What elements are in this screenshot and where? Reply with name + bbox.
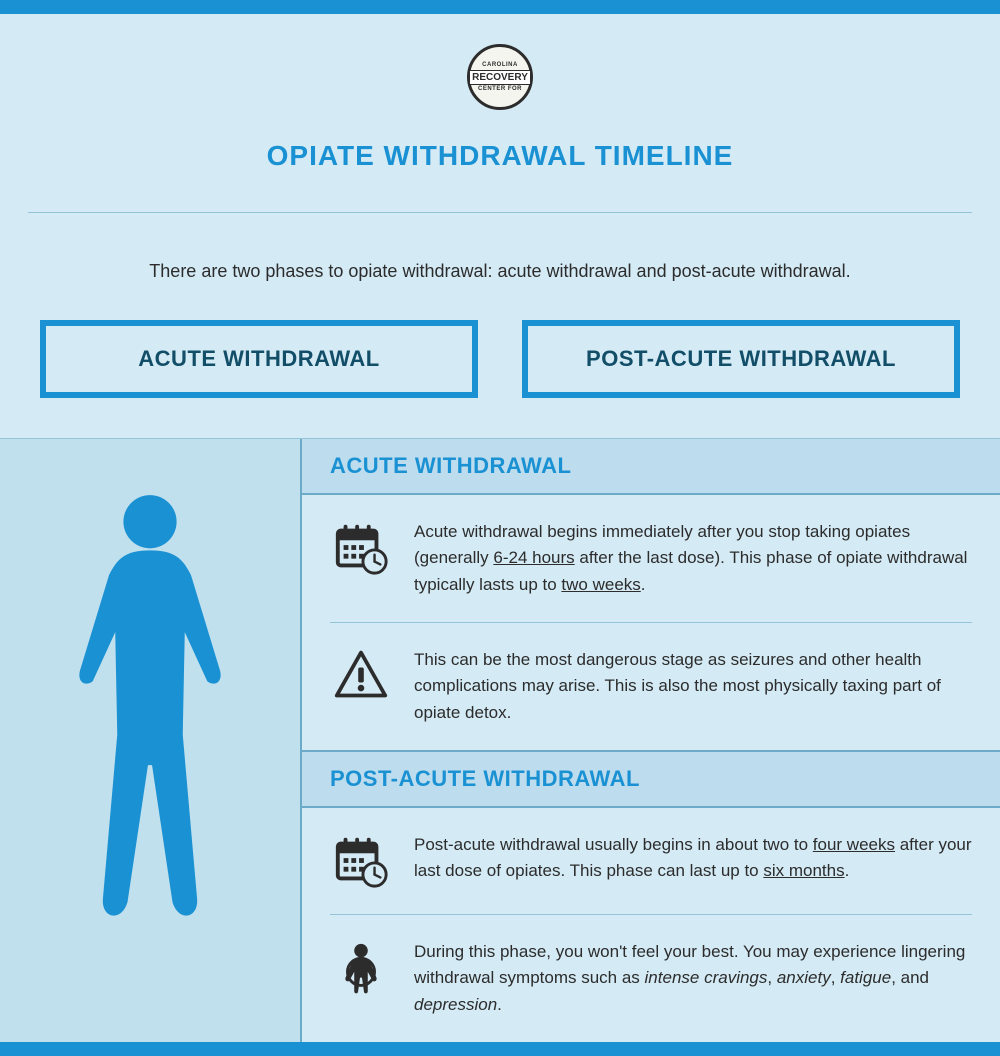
person-symptoms-icon [330, 939, 392, 997]
calendar-clock-icon [330, 832, 392, 890]
info-row: Post-acute withdrawal usually begins in … [302, 808, 1000, 914]
info-row: Acute withdrawal begins immediately afte… [302, 495, 1000, 622]
logo-top: CAROLINA [469, 62, 531, 69]
phase-box-acute: ACUTE WITHDRAWAL [40, 320, 478, 398]
header-region: CAROLINA RECOVERY CENTER FOR OPIATE WITH… [0, 14, 1000, 192]
logo-badge: CAROLINA RECOVERY CENTER FOR [467, 44, 533, 110]
logo-text: CAROLINA RECOVERY CENTER FOR [469, 62, 531, 92]
content-region: ACUTE WITHDRAWAL Acute withdrawal begins… [0, 438, 1000, 1042]
post-rows: Post-acute withdrawal usually begins in … [302, 808, 1000, 1042]
section-header-acute: ACUTE WITHDRAWAL [302, 439, 1000, 495]
phase-box-row: ACUTE WITHDRAWAL POST-ACUTE WITHDRAWAL [0, 320, 1000, 438]
info-text: During this phase, you won't feel your b… [414, 939, 972, 1018]
logo-bottom: CENTER FOR [469, 86, 531, 93]
body-figure-panel [0, 439, 300, 1042]
bottom-accent-bar [0, 1042, 1000, 1056]
info-text: Post-acute withdrawal usually begins in … [414, 832, 972, 885]
phase-box-post: POST-ACUTE WITHDRAWAL [522, 320, 960, 398]
info-text: Acute withdrawal begins immediately afte… [414, 519, 972, 598]
logo-mid: RECOVERY [469, 70, 531, 85]
page-title: OPIATE WITHDRAWAL TIMELINE [0, 140, 1000, 172]
top-accent-bar [0, 0, 1000, 14]
acute-rows: Acute withdrawal begins immediately afte… [302, 495, 1000, 750]
info-text: This can be the most dangerous stage as … [414, 647, 972, 726]
details-panel: ACUTE WITHDRAWAL Acute withdrawal begins… [300, 439, 1000, 1042]
section-header-post: POST-ACUTE WITHDRAWAL [302, 750, 1000, 808]
info-row: This can be the most dangerous stage as … [330, 622, 972, 750]
info-row: During this phase, you won't feel your b… [330, 914, 972, 1042]
warning-icon [330, 647, 392, 703]
human-body-icon [45, 489, 255, 939]
calendar-clock-icon [330, 519, 392, 577]
divider [28, 212, 972, 213]
intro-text: There are two phases to opiate withdrawa… [0, 233, 1000, 320]
